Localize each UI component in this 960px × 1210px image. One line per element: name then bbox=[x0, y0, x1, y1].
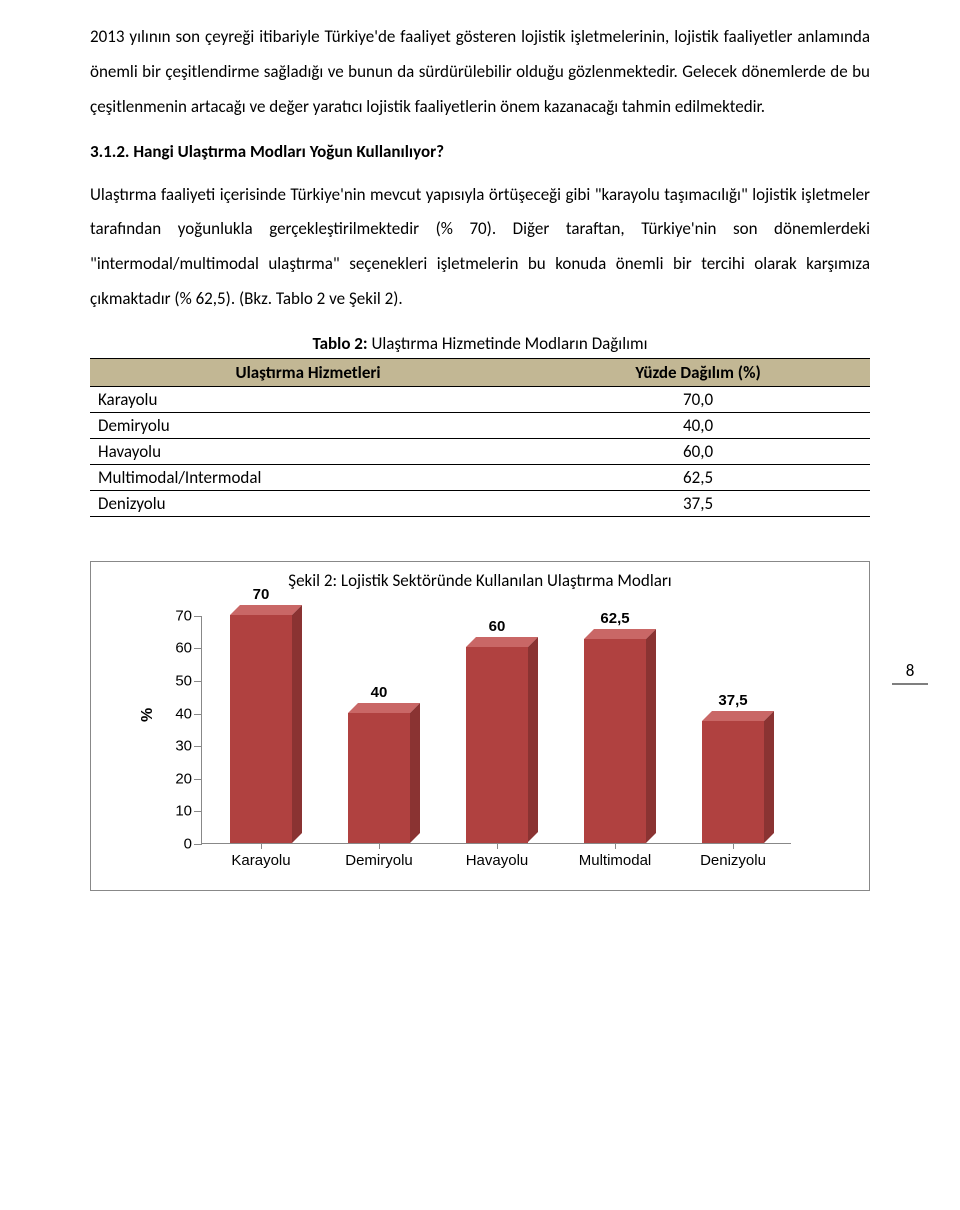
y-tick bbox=[194, 779, 202, 780]
x-category-label: Multimodal bbox=[555, 852, 675, 869]
page-number-value: 8 bbox=[906, 660, 915, 683]
table-row: Demiryolu40,0 bbox=[90, 412, 870, 438]
bar-front bbox=[702, 721, 764, 843]
bar-front bbox=[466, 647, 528, 842]
table-row: Denizyolu37,5 bbox=[90, 490, 870, 516]
table-cell-value: 62,5 bbox=[526, 464, 870, 490]
paragraph-2: Ulaştırma faaliyeti içerisinde Türkiye'n… bbox=[90, 178, 870, 317]
bar-value-label: 70 bbox=[211, 586, 311, 603]
bar bbox=[466, 647, 528, 842]
table-cell-value: 37,5 bbox=[526, 490, 870, 516]
y-axis-title: % bbox=[139, 708, 157, 722]
bar-side bbox=[528, 637, 538, 842]
x-category-label: Demiryolu bbox=[319, 852, 439, 869]
x-category-label: Denizyolu bbox=[673, 852, 793, 869]
table-header-percent: Yüzde Dağılım (%) bbox=[526, 358, 870, 386]
bar-value-label: 40 bbox=[329, 684, 429, 701]
table-cell-label: Denizyolu bbox=[90, 490, 526, 516]
table-cell-label: Karayolu bbox=[90, 386, 526, 412]
distribution-table: Ulaştırma Hizmetleri Yüzde Dağılım (%) K… bbox=[90, 358, 870, 517]
bar bbox=[584, 639, 646, 843]
x-tick bbox=[733, 843, 734, 849]
bar-top bbox=[230, 605, 302, 615]
bar bbox=[348, 713, 410, 843]
x-category-label: Havayolu bbox=[437, 852, 557, 869]
bar-front bbox=[230, 615, 292, 843]
y-tick bbox=[194, 746, 202, 747]
y-tick-label: 10 bbox=[162, 803, 192, 820]
y-tick-label: 60 bbox=[162, 640, 192, 657]
table-cell-label: Demiryolu bbox=[90, 412, 526, 438]
page-number: 8 bbox=[892, 660, 928, 685]
table-row: Karayolu70,0 bbox=[90, 386, 870, 412]
x-tick bbox=[261, 843, 262, 849]
bar-top bbox=[348, 703, 420, 713]
y-tick-label: 40 bbox=[162, 705, 192, 722]
bar-front bbox=[348, 713, 410, 843]
x-tick bbox=[379, 843, 380, 849]
page-number-underline bbox=[892, 683, 928, 685]
y-tick-label: 0 bbox=[162, 835, 192, 852]
table-cell-label: Multimodal/Intermodal bbox=[90, 464, 526, 490]
bar-value-label: 62,5 bbox=[565, 610, 665, 627]
y-tick bbox=[194, 714, 202, 715]
bar-chart: Şekil 2: Lojistik Sektöründe Kullanılan … bbox=[90, 561, 870, 891]
x-category-label: Karayolu bbox=[201, 852, 321, 869]
y-tick bbox=[194, 811, 202, 812]
table-caption-bold: Tablo 2: bbox=[313, 333, 368, 354]
bar-front bbox=[584, 639, 646, 843]
table-row: Havayolu60,0 bbox=[90, 438, 870, 464]
x-tick bbox=[497, 843, 498, 849]
bar bbox=[230, 615, 292, 843]
bar bbox=[702, 721, 764, 843]
y-tick bbox=[194, 844, 202, 845]
paragraph-1: 2013 yılının son çeyreği itibariyle Türk… bbox=[90, 20, 870, 125]
table-header-services: Ulaştırma Hizmetleri bbox=[90, 358, 526, 386]
bar-value-label: 60 bbox=[447, 618, 547, 635]
table-caption: Tablo 2: Ulaştırma Hizmetinde Modların D… bbox=[90, 333, 870, 354]
y-tick-label: 70 bbox=[162, 607, 192, 624]
y-tick bbox=[194, 616, 202, 617]
y-tick-label: 20 bbox=[162, 770, 192, 787]
bar-side bbox=[646, 629, 656, 843]
y-tick-label: 30 bbox=[162, 738, 192, 755]
bar-side bbox=[764, 711, 774, 843]
bar-top bbox=[702, 711, 774, 721]
table-cell-label: Havayolu bbox=[90, 438, 526, 464]
bar-side bbox=[292, 605, 302, 843]
plot-area: 01020304050607070Karayolu40Demiryolu60Ha… bbox=[201, 616, 791, 844]
x-tick bbox=[615, 843, 616, 849]
table-cell-value: 70,0 bbox=[526, 386, 870, 412]
table-cell-value: 40,0 bbox=[526, 412, 870, 438]
table-caption-rest: Ulaştırma Hizmetinde Modların Dağılımı bbox=[368, 333, 648, 354]
y-tick bbox=[194, 681, 202, 682]
section-heading: 3.1.2. Hangi Ulaştırma Modları Yoğun Kul… bbox=[90, 141, 870, 162]
bar-side bbox=[410, 703, 420, 843]
y-tick-label: 50 bbox=[162, 673, 192, 690]
bar-value-label: 37,5 bbox=[683, 692, 783, 709]
table-row: Multimodal/Intermodal62,5 bbox=[90, 464, 870, 490]
y-tick bbox=[194, 648, 202, 649]
table-cell-value: 60,0 bbox=[526, 438, 870, 464]
